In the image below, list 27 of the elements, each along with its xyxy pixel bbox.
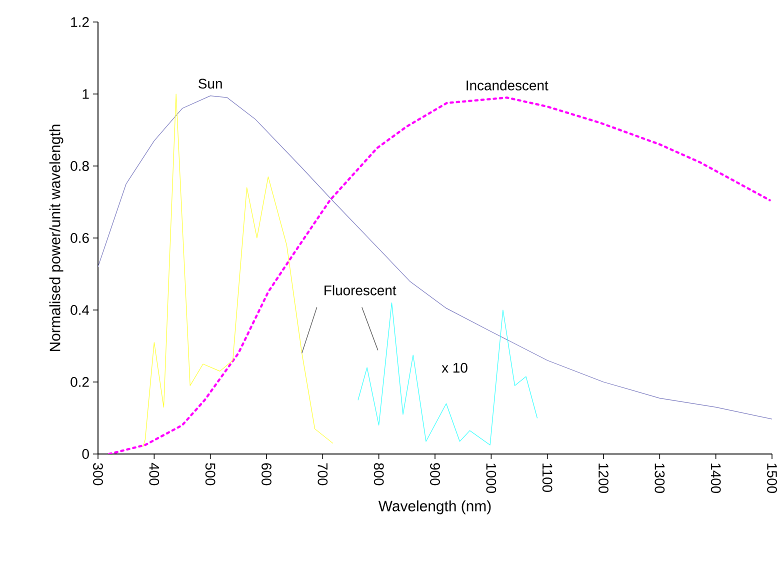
x-tick-label: 600: [262, 463, 272, 486]
x-tick-label: 1400: [710, 464, 721, 494]
y-axis-title: Normalised power/unit wavelength: [49, 124, 64, 351]
x-tick-label: 1200: [598, 464, 608, 494]
annotation: x 10: [442, 362, 468, 373]
line-series: [358, 302, 538, 446]
x-tick-label: 500: [205, 463, 216, 486]
annotation: Fluorescent: [324, 285, 396, 296]
series-label: Incandescent: [466, 80, 548, 90]
y-tick-label: 0.8: [70, 161, 89, 171]
x-tick-label: 1300: [654, 464, 665, 494]
x-tick-label: 400: [149, 462, 160, 486]
y-tick-label: 0.4: [70, 305, 90, 315]
x-tick-label: 900: [430, 463, 440, 486]
x-tick-label: 1100: [542, 464, 552, 492]
x-tick-label: 800: [374, 463, 384, 486]
y-tick-label: 1: [82, 89, 89, 99]
y-tick-label: 0: [82, 449, 89, 459]
x-axis-title: Wavelength (nm): [378, 500, 491, 514]
y-tick-label: 1.2: [71, 17, 89, 27]
series-label: Sun: [198, 78, 222, 89]
x-tick-label: 1500: [767, 464, 777, 494]
y-tick-label: 0.6: [70, 233, 89, 243]
y-tick-label: 0.2: [70, 377, 89, 387]
x-tick-label: 700: [318, 463, 328, 486]
x-tick-label: 300: [93, 463, 103, 486]
x-tick-label: 1000: [486, 464, 496, 494]
